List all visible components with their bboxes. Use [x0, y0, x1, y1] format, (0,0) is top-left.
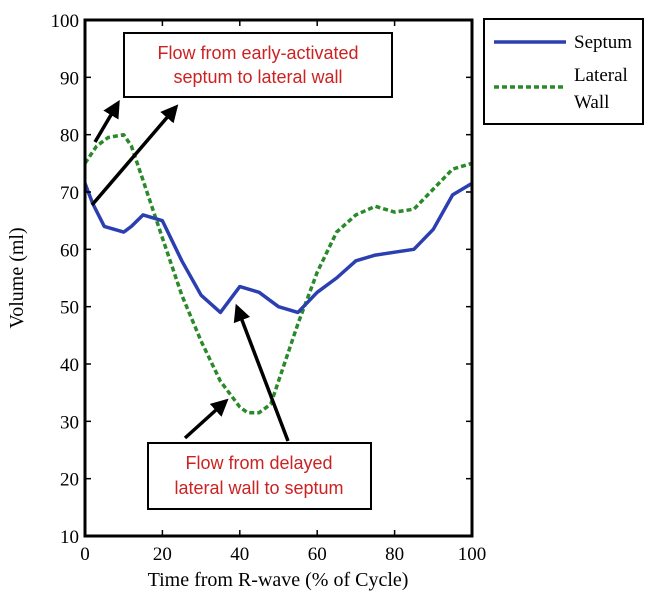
x-tick-label: 100	[458, 544, 487, 565]
annotation-early-line1: Flow from early-activated	[157, 43, 358, 63]
series-line-lateral-wall	[83, 132, 473, 415]
y-tick-label: 80	[60, 126, 79, 147]
arrow-delayed-2	[233, 303, 290, 442]
y-tick-label: 60	[60, 240, 79, 261]
arrow-early-1	[93, 99, 120, 143]
y-tick-label: 30	[60, 412, 79, 433]
annotation-delayed-line2: lateral wall to septum	[174, 478, 343, 498]
annotation-delayed-box	[147, 442, 372, 510]
y-tick-label: 40	[60, 355, 79, 376]
legend: Septum Lateral Wall	[483, 18, 644, 125]
x-tick-label: 40	[230, 544, 249, 565]
x-tick-label: 60	[308, 544, 327, 565]
plot-frame	[83, 18, 474, 538]
annotation-arrows	[90, 99, 290, 442]
y-tick-label: 100	[51, 11, 80, 32]
y-axis-label: Volume (ml)	[6, 227, 28, 328]
y-tick-label: 50	[60, 298, 79, 319]
x-tick-label: 20	[153, 544, 172, 565]
x-tick-label: 0	[80, 544, 90, 565]
annotation-early: Flow from early-activated septum to late…	[123, 32, 393, 98]
legend-box	[483, 18, 644, 125]
arrow-delayed-1	[183, 398, 229, 440]
x-axis-label: Time from R-wave (% of Cycle)	[148, 569, 409, 591]
annotation-delayed-line1: Flow from delayed	[185, 453, 332, 473]
annotation-early-box	[123, 32, 393, 98]
annotation-delayed: Flow from delayed lateral wall to septum	[147, 442, 372, 510]
y-tick-label: 70	[60, 183, 79, 204]
annotation-early-line2: septum to lateral wall	[173, 67, 342, 87]
axis-ticks: 0 20 40 60 80 100 10 20 30 40 50 60 70 80 90 100	[51, 11, 487, 565]
arrow-early-2	[90, 104, 179, 207]
legend-label-lateral-wall-line2: Wall	[574, 92, 609, 113]
y-tick-label: 10	[60, 527, 79, 548]
x-tick-label: 80	[385, 544, 404, 565]
series-line-septum	[83, 181, 473, 315]
y-tick-label: 20	[60, 470, 79, 491]
y-tick-label: 90	[60, 68, 79, 89]
legend-label-lateral-wall-line1: Lateral	[574, 65, 628, 86]
series-layer	[83, 132, 473, 415]
legend-label-septum: Septum	[574, 32, 632, 53]
